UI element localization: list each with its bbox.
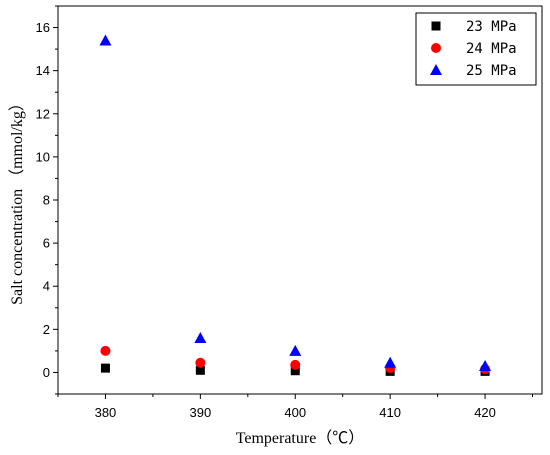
- data-point-triangle: [194, 331, 207, 343]
- y-tick-label: 16: [36, 20, 50, 35]
- legend-label: 25 MPa: [466, 63, 517, 79]
- legend-label: 23 MPa: [466, 19, 517, 35]
- legend: 23 MPa 24 MPa 25 MPa: [415, 12, 537, 86]
- data-point-triangle: [99, 34, 112, 46]
- y-tick-label: 2: [43, 322, 50, 337]
- x-tick-label: 410: [379, 405, 401, 420]
- data-point-circle: [290, 359, 301, 370]
- y-tick-label: 8: [43, 193, 50, 208]
- x-tick-label: 390: [190, 405, 212, 420]
- legend-marker-square: [431, 21, 441, 31]
- y-tick-label: 4: [43, 279, 50, 294]
- x-tick-label: 400: [284, 405, 306, 420]
- data-point-square: [195, 365, 205, 375]
- y-tick-label: 12: [36, 106, 50, 121]
- x-tick-label: 420: [474, 405, 496, 420]
- y-tick-label: 10: [36, 149, 50, 164]
- x-axis-title: Temperature（℃）: [236, 429, 365, 447]
- y-tick-label: 14: [36, 63, 50, 78]
- data-point-triangle: [289, 344, 302, 356]
- y-tick-label: 6: [43, 236, 50, 251]
- legend-marker-circle: [431, 43, 441, 53]
- legend-label: 24 MPa: [466, 41, 517, 57]
- data-point-square: [290, 366, 300, 376]
- x-tick-label: 380: [95, 405, 117, 420]
- data-point-circle: [195, 357, 206, 368]
- data-point-circle: [100, 345, 111, 356]
- data-point-triangle: [479, 359, 492, 371]
- plot-frame: [57, 5, 543, 395]
- y-axis-title: Salt concentration （mmol/kg）: [8, 95, 26, 305]
- legend-marker-triangle: [430, 64, 442, 75]
- data-point-triangle: [384, 356, 397, 368]
- y-tick-label: 0: [43, 365, 50, 380]
- data-point-square: [100, 363, 110, 373]
